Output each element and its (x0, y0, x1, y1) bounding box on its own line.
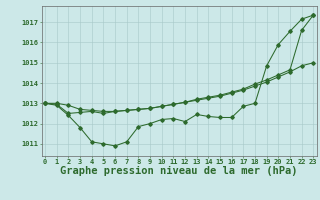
X-axis label: Graphe pression niveau de la mer (hPa): Graphe pression niveau de la mer (hPa) (60, 166, 298, 176)
